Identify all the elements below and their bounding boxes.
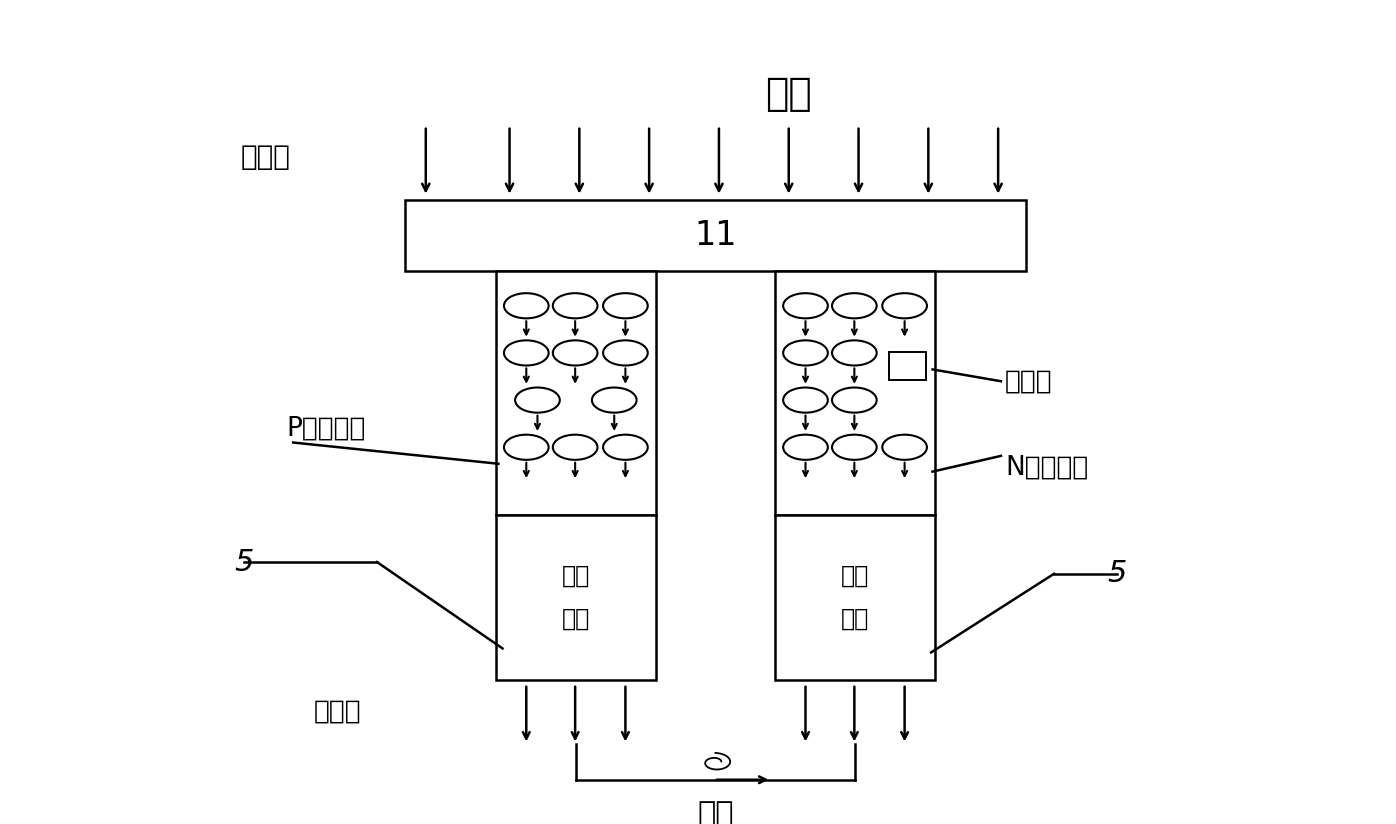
Text: 11: 11	[694, 219, 737, 252]
Circle shape	[882, 435, 927, 460]
Circle shape	[553, 340, 597, 366]
Circle shape	[603, 435, 648, 460]
Bar	[496, 271, 656, 515]
Text: 电流: 电流	[697, 801, 734, 824]
Circle shape	[882, 293, 927, 318]
Circle shape	[592, 387, 637, 413]
Bar	[775, 271, 935, 515]
Circle shape	[504, 340, 549, 366]
Text: 5: 5	[1107, 559, 1127, 588]
Circle shape	[832, 387, 877, 413]
Circle shape	[504, 293, 549, 318]
Circle shape	[553, 435, 597, 460]
Circle shape	[832, 435, 877, 460]
Circle shape	[783, 340, 828, 366]
Circle shape	[603, 340, 648, 366]
Circle shape	[783, 293, 828, 318]
Text: 5: 5	[235, 547, 254, 577]
Text: 热能: 热能	[765, 75, 812, 114]
Text: 低温端: 低温端	[314, 699, 362, 724]
Bar	[496, 515, 656, 680]
Bar	[889, 352, 926, 380]
Text: P型半导体: P型半导体	[286, 415, 366, 442]
Circle shape	[553, 293, 597, 318]
Circle shape	[515, 387, 560, 413]
Circle shape	[783, 387, 828, 413]
Text: 高温端: 高温端	[240, 143, 290, 171]
Circle shape	[504, 435, 549, 460]
Text: 低温
导体: 低温 导体	[561, 564, 591, 631]
Text: N型半导体: N型半导体	[1005, 455, 1089, 480]
Text: 低温
导体: 低温 导体	[840, 564, 870, 631]
Circle shape	[832, 340, 877, 366]
Circle shape	[832, 293, 877, 318]
Circle shape	[783, 435, 828, 460]
Bar	[405, 200, 1026, 271]
Bar	[775, 515, 935, 680]
Text: 电子流: 电子流	[1005, 368, 1053, 394]
Circle shape	[603, 293, 648, 318]
